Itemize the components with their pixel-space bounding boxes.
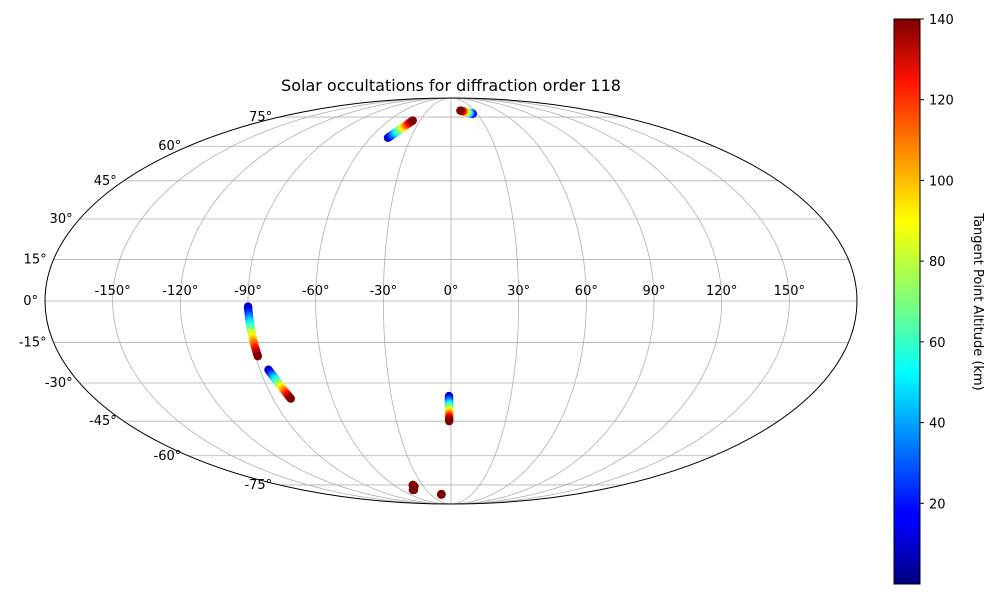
chart-title: Solar occultations for diffraction order… xyxy=(281,76,621,95)
lat-tick-label: 45° xyxy=(94,174,117,189)
graticule xyxy=(45,98,857,504)
occultation-point xyxy=(408,116,417,125)
meridian-line xyxy=(179,98,452,504)
lon-tick-label: 150° xyxy=(774,284,805,299)
map-boundary xyxy=(44,97,858,505)
lon-tick-label: -120° xyxy=(162,284,198,299)
lon-tick-label: -90° xyxy=(234,284,262,299)
lat-tick-label: 60° xyxy=(158,139,181,154)
colorbar: 20 40 60 80 100 120 140 Tangent Point Altitude… xyxy=(893,13,985,585)
colorbar-ticks: 20 40 60 80 100 120 140 xyxy=(920,13,954,512)
lat-tick-label: -15° xyxy=(19,336,47,351)
lat-tick-label: -45° xyxy=(89,414,117,429)
lat-tick-label: -60° xyxy=(154,449,182,464)
lat-tick-label: 30° xyxy=(50,212,73,227)
latitude-tick-labels: 75° 60° 45° 30° 15° 0° -15° -30° -45° -60° -75° xyxy=(19,110,272,493)
lat-tick-label: 15° xyxy=(24,252,47,267)
lon-tick-label: -60° xyxy=(302,284,330,299)
meridian-line xyxy=(450,98,723,504)
colorbar-tick-label: 100 xyxy=(929,174,954,189)
colorbar-tick-label: 40 xyxy=(929,417,946,432)
lat-tick-label: -75° xyxy=(244,478,272,493)
colorbar-gradient xyxy=(893,18,921,585)
occultation-point xyxy=(444,416,454,426)
lat-tick-label: -30° xyxy=(45,376,73,391)
lon-tick-label: 90° xyxy=(642,284,665,299)
lon-tick-label: 60° xyxy=(575,284,598,299)
occultation-point xyxy=(456,106,465,115)
colorbar-label: Tangent Point Altitude (km) xyxy=(970,212,985,390)
lat-tick-label: 75° xyxy=(249,110,272,125)
longitude-tick-labels: -150° -120° -90° -60° -30° 0° 30° 60° 90° 120° 150… xyxy=(95,284,805,299)
lon-tick-label: 30° xyxy=(507,284,530,299)
lon-tick-label: 0° xyxy=(444,284,459,299)
meridian-line xyxy=(112,98,452,504)
meridian-line xyxy=(450,98,655,504)
meridian-line xyxy=(382,98,452,504)
colorbar-tick-label: 120 xyxy=(929,94,954,109)
lon-tick-label: -30° xyxy=(369,284,397,299)
meridian-line xyxy=(450,98,587,504)
colorbar-tick-label: 20 xyxy=(929,497,946,512)
occultation-point xyxy=(437,490,446,499)
occultation-points xyxy=(243,106,477,499)
lat-tick-label: 0° xyxy=(23,294,38,309)
occultation-point xyxy=(253,352,263,361)
colorbar-tick-label: 60 xyxy=(929,336,946,351)
meridian-line xyxy=(450,98,520,504)
colorbar-tick-label: 140 xyxy=(929,13,954,28)
colorbar-tick-label: 80 xyxy=(929,255,946,270)
occultation-point xyxy=(286,394,296,403)
meridian-line xyxy=(315,98,452,504)
occultation-point xyxy=(409,485,418,495)
lon-tick-label: 120° xyxy=(706,284,737,299)
lon-tick-label: -150° xyxy=(95,284,131,299)
meridian-line xyxy=(450,98,790,504)
meridian-line xyxy=(247,98,452,504)
